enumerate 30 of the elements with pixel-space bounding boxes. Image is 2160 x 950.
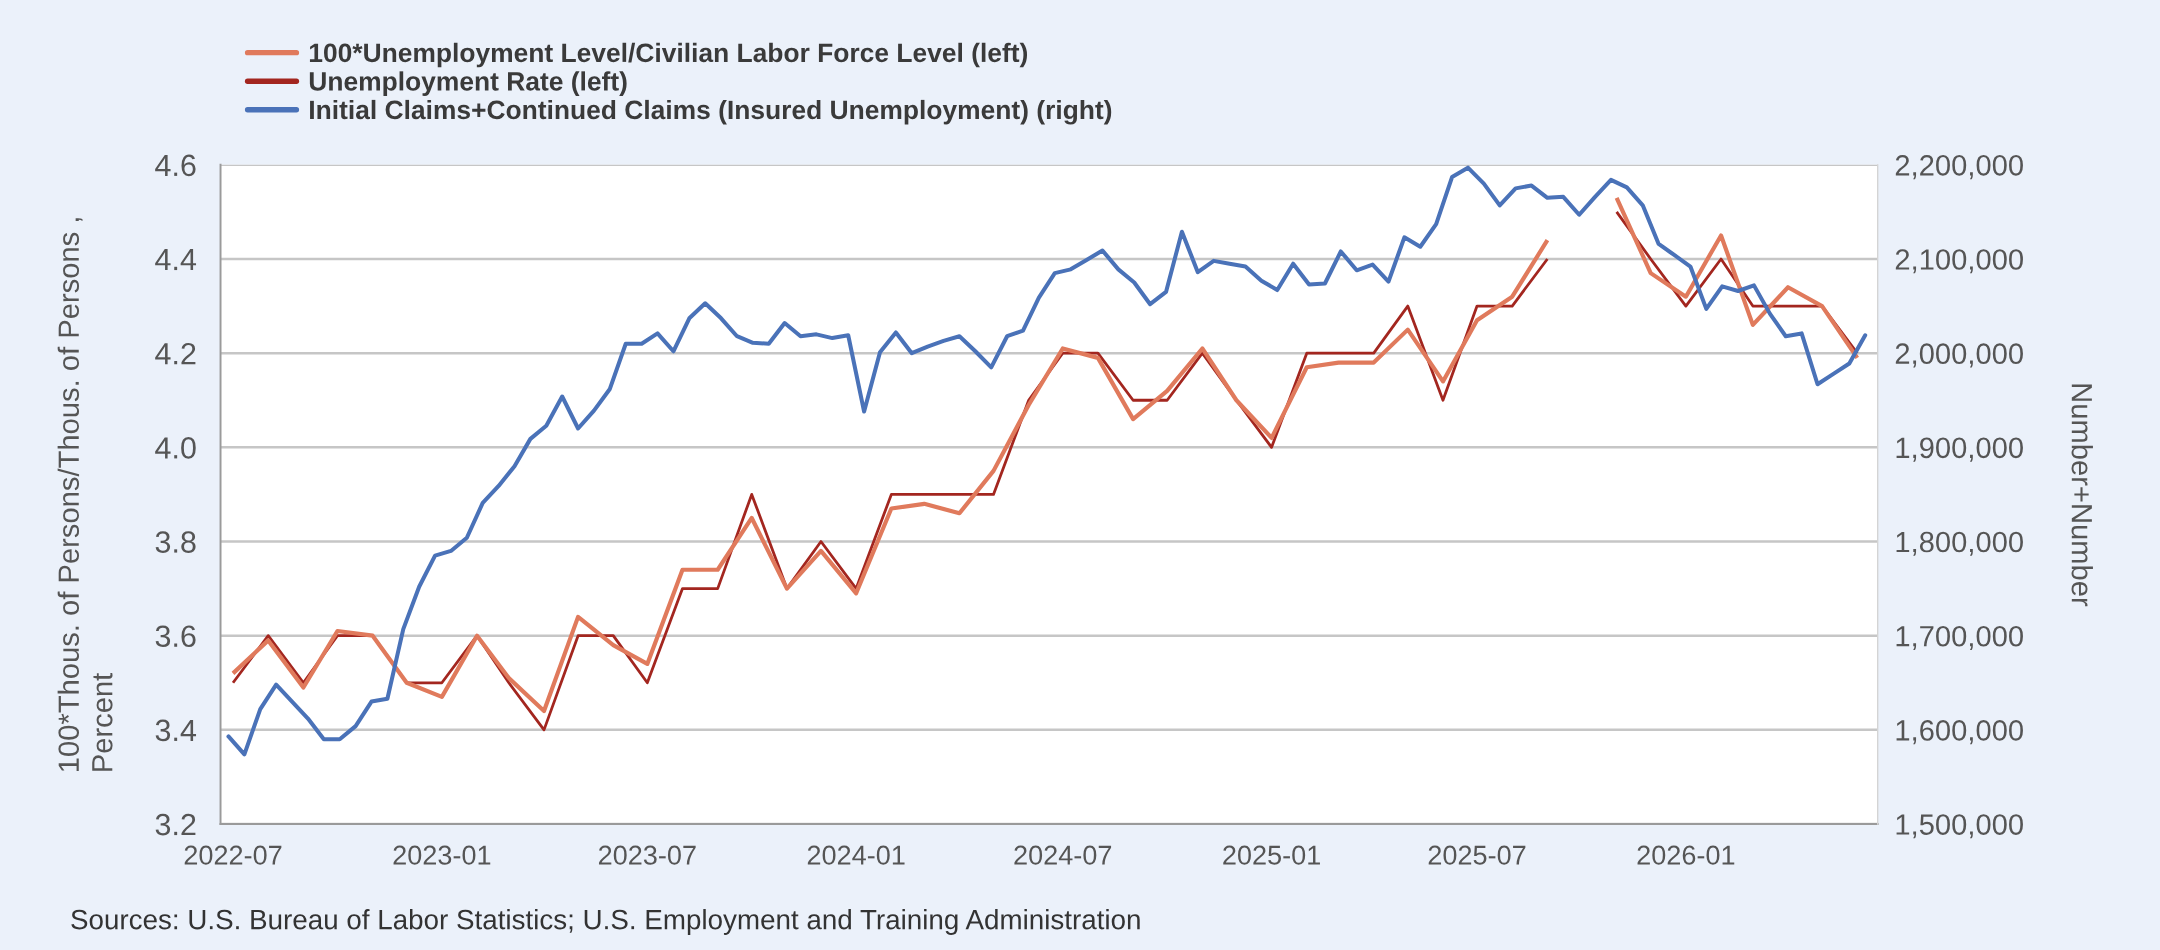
y-tick-label: 4.0 bbox=[155, 437, 196, 459]
y2-tick-label: 2,200,000 bbox=[1895, 155, 2023, 180]
y-tick-label: 4.4 bbox=[155, 249, 197, 271]
y2-tick-label: 1,900,000 bbox=[1896, 437, 2023, 462]
x-tick-label: 2024-01 bbox=[807, 845, 905, 865]
y2-axis-title: Number+Number bbox=[2071, 384, 2093, 607]
y-tick-label: 3.6 bbox=[155, 625, 196, 648]
x-tick-label: 2022-07 bbox=[184, 845, 282, 865]
legend-label: 100*Unemployment Level/Civilian Labor Force Level (left) bbox=[309, 42, 1028, 68]
x-tick-label: 2024-07 bbox=[1014, 845, 1112, 865]
source-note: Sources: U.S. Bureau of Labor Statistics; U.S. Employment and Training Administration bbox=[71, 909, 1140, 935]
y2-tick-label: 2,100,000 bbox=[1895, 249, 2023, 274]
legend-label: Unemployment Rate (left) bbox=[309, 71, 627, 96]
y2-tick-label: 1,500,000 bbox=[1896, 814, 2023, 839]
y-tick-label: 3.2 bbox=[155, 813, 196, 836]
legend-label: Initial Claims+Continued Claims (Insured Unemployment) (right) bbox=[310, 99, 1112, 125]
x-tick-label: 2023-07 bbox=[598, 845, 696, 865]
y2-tick-label: 1,600,000 bbox=[1896, 720, 2023, 745]
y2-tick-label: 2,000,000 bbox=[1895, 343, 2023, 368]
y-tick-label: 3.4 bbox=[155, 719, 197, 742]
y-axis-title: 100*Thous. of Persons/Thous. of Persons , Percent bbox=[57, 218, 113, 772]
y-tick-label: 4.2 bbox=[155, 342, 196, 365]
x-tick-label: 2025-07 bbox=[1428, 845, 1526, 865]
y-tick-label: 3.8 bbox=[155, 531, 196, 553]
y2-tick-label: 1,700,000 bbox=[1896, 625, 2023, 650]
x-tick-label: 2025-01 bbox=[1223, 845, 1320, 865]
x-tick-label: 2026-01 bbox=[1637, 845, 1735, 865]
y2-tick-label: 1,800,000 bbox=[1896, 531, 2023, 556]
x-tick-label: 2023-01 bbox=[393, 845, 491, 865]
y-tick-label: 4.6 bbox=[155, 154, 196, 177]
